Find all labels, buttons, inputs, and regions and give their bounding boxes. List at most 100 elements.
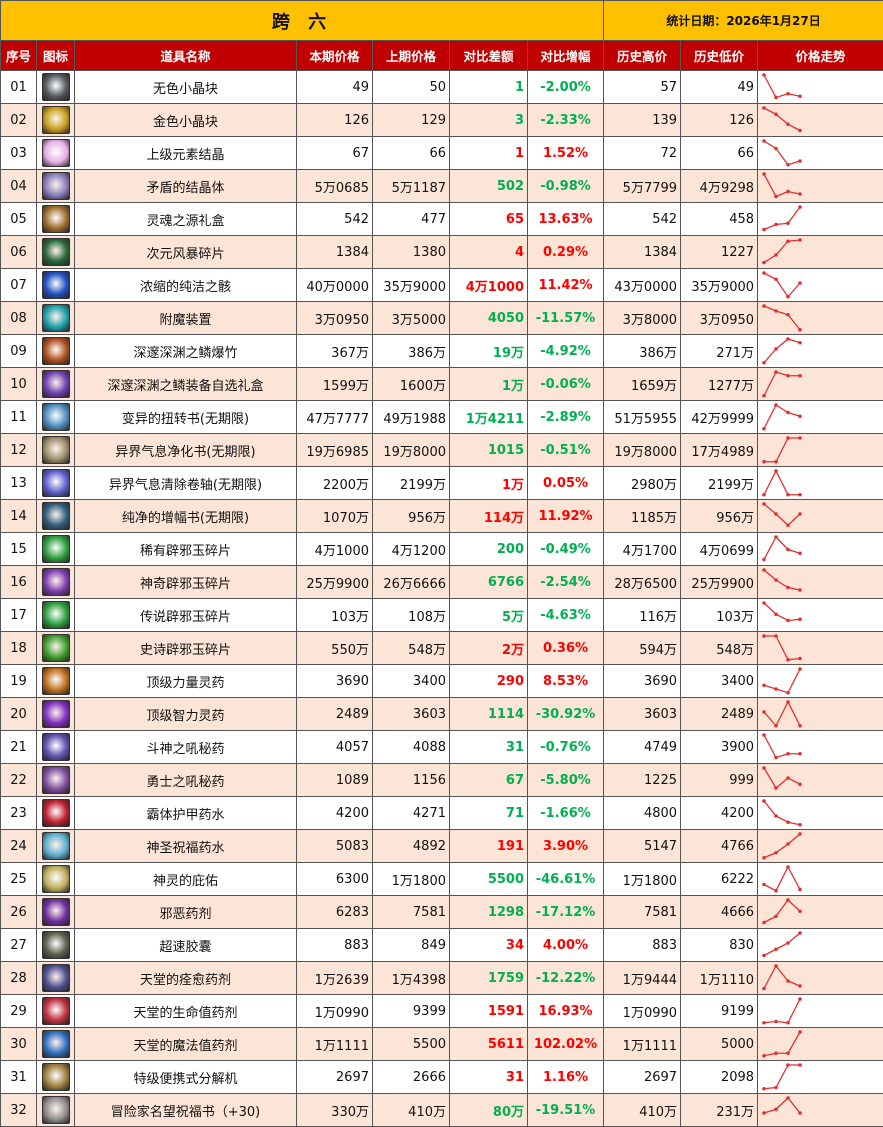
table-row: 25 神灵的庇佑 6300 1万1800 5500 -46.61% 1万1800 6222 xyxy=(0,862,883,896)
item-name: 异界气息清除卷轴(无期限) xyxy=(74,466,297,500)
sparkline-point xyxy=(774,577,778,582)
row-number: 05 xyxy=(0,202,37,236)
row-number: 30 xyxy=(0,1027,37,1061)
history-low: 66 xyxy=(680,136,759,170)
price-change: -19.51% xyxy=(526,1093,605,1127)
item-icon-cell xyxy=(36,697,75,731)
price-diff: 6766 xyxy=(449,565,528,599)
sparkline-line xyxy=(763,173,801,197)
previous-price: 4892 xyxy=(372,829,450,863)
item-icon-cell xyxy=(36,301,75,335)
previous-price: 26万6666 xyxy=(372,565,450,599)
sparkline-point xyxy=(762,492,766,497)
item-name: 史诗辟邪玉碎片 xyxy=(74,631,297,665)
sparkline-point xyxy=(774,813,778,818)
price-change: 11.42% xyxy=(526,268,605,302)
history-high: 5万7799 xyxy=(603,169,682,203)
price-diff: 1万 xyxy=(449,367,528,401)
history-high: 116万 xyxy=(603,598,682,632)
sparkline-point xyxy=(786,699,790,704)
current-price: 542 xyxy=(296,202,373,236)
sparkline-line xyxy=(764,436,801,462)
item-icon xyxy=(41,931,70,959)
previous-price: 548万 xyxy=(372,631,450,665)
history-low: 3900 xyxy=(680,730,759,764)
col-current-price-header: 本期价格 xyxy=(296,40,373,71)
sparkline xyxy=(762,666,802,695)
sparkline-point xyxy=(798,435,802,440)
price-diff: 290 xyxy=(449,664,528,698)
sparkline-point xyxy=(798,908,802,913)
price-trend xyxy=(757,895,883,929)
item-name: 浓缩的纯洁之骸 xyxy=(74,268,297,302)
sparkline-point xyxy=(774,468,778,473)
sparkline-line xyxy=(763,932,801,956)
row-number: 12 xyxy=(0,433,37,467)
price-trend xyxy=(757,169,883,203)
item-icon-cell xyxy=(36,763,75,797)
sparkline-point xyxy=(786,618,790,622)
sparkline-point xyxy=(786,819,790,824)
sparkline-point xyxy=(798,1062,802,1067)
sparkline-point xyxy=(774,1106,778,1111)
price-diff: 114万 xyxy=(449,499,528,533)
price-change: -12.22% xyxy=(526,961,605,995)
history-low: 1227 xyxy=(680,235,759,269)
sparkline-point xyxy=(786,91,790,96)
row-number: 09 xyxy=(0,334,37,368)
sparkline xyxy=(762,732,802,759)
history-high: 542 xyxy=(603,202,682,236)
sparkline-point xyxy=(786,189,790,193)
item-name: 异界气息净化书(无期限) xyxy=(74,433,297,467)
price-change: 1.52% xyxy=(526,136,605,170)
row-number: 15 xyxy=(0,532,37,566)
price-trend xyxy=(757,532,883,566)
item-icon xyxy=(41,370,70,398)
sparkline xyxy=(762,105,802,132)
current-price: 126 xyxy=(296,103,373,137)
history-low: 1277万 xyxy=(680,367,759,401)
price-diff: 1 xyxy=(449,70,528,104)
current-price: 47万7777 xyxy=(296,400,373,434)
sparkline-line xyxy=(763,1031,801,1056)
price-trend xyxy=(757,763,883,797)
sparkline xyxy=(762,204,802,231)
item-name: 冒险家名望祝福书（+30) xyxy=(74,1093,297,1127)
sparkline-point xyxy=(786,1062,790,1067)
sparkline-point xyxy=(762,138,766,143)
price-change: 0.29% xyxy=(526,235,605,269)
table-body: 01 无色小晶块 49 50 1 -2.00% 57 49 02 金色小晶块 126 129 3 -2.3… xyxy=(0,70,883,1127)
history-low: 830 xyxy=(680,928,759,962)
sparkline-point xyxy=(786,775,790,780)
price-change: -4.92% xyxy=(526,334,605,368)
history-high: 3万8000 xyxy=(603,301,682,335)
current-price: 40万0000 xyxy=(296,268,373,302)
previous-price: 7581 xyxy=(372,895,450,929)
previous-price: 1万4398 xyxy=(372,961,450,995)
item-icon xyxy=(41,898,70,926)
sparkline-point xyxy=(786,220,790,225)
history-high: 7581 xyxy=(603,895,682,929)
sparkline-point xyxy=(774,1085,778,1089)
sparkline-line xyxy=(763,238,801,263)
sparkline xyxy=(762,1095,802,1115)
history-high: 883 xyxy=(603,928,682,962)
table-row: 31 特级便携式分解机 2697 2666 31 1.16% 2697 2098 xyxy=(0,1060,883,1094)
price-diff: 1591 xyxy=(449,994,528,1028)
sparkline-point xyxy=(762,260,766,264)
row-number: 29 xyxy=(0,994,37,1028)
item-icon xyxy=(41,865,70,893)
row-number: 28 xyxy=(0,961,37,995)
sparkline-point xyxy=(762,1110,766,1115)
previous-price: 49万1988 xyxy=(372,400,450,434)
row-number: 16 xyxy=(0,565,37,599)
item-icon xyxy=(41,304,70,332)
sparkline-point xyxy=(798,204,802,209)
sparkline-line xyxy=(763,767,801,789)
item-name: 勇士之吼秘药 xyxy=(74,763,297,797)
price-change: -0.98% xyxy=(526,169,605,203)
sparkline-point xyxy=(762,270,766,275)
previous-price: 386万 xyxy=(372,334,450,368)
price-change: 8.53% xyxy=(526,664,605,698)
sparkline-point xyxy=(786,690,790,695)
